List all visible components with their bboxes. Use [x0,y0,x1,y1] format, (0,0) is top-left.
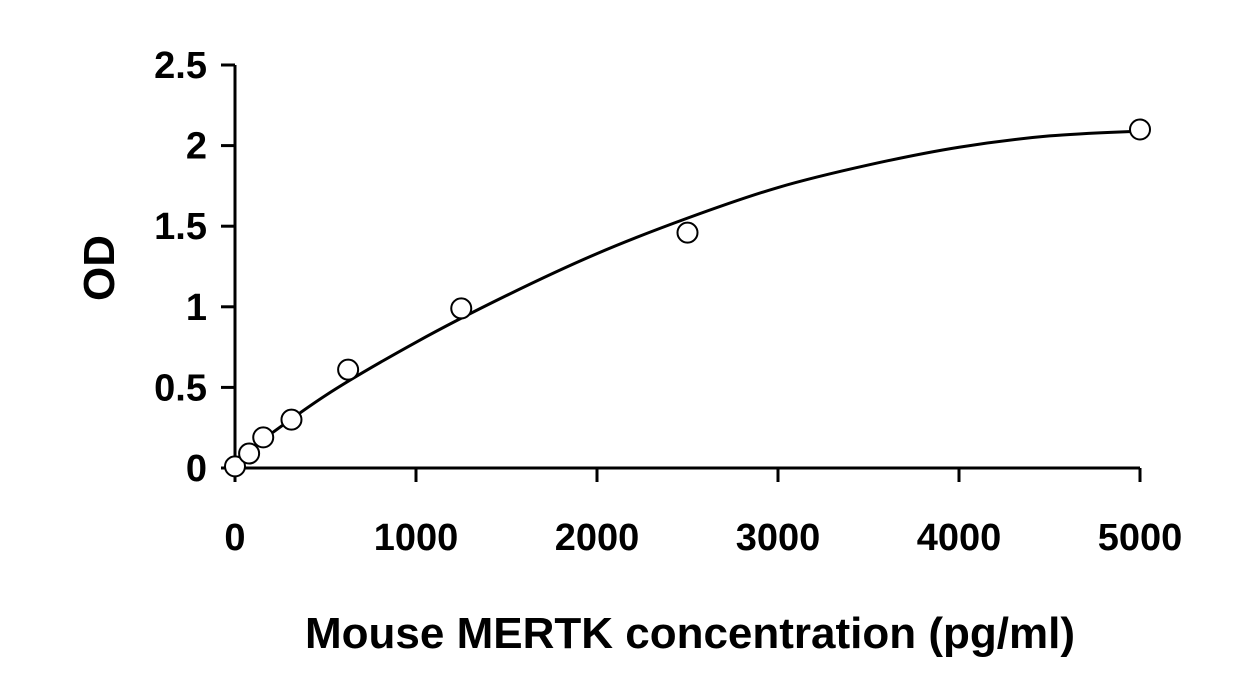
data-point [280,408,303,431]
x-axis-title: Mouse MERTK concentration (pg/ml) [305,609,1075,658]
y-tick-label: 0.5 [154,367,207,409]
data-point [224,455,246,478]
x-tick-label: 2000 [555,517,640,559]
data-point [337,358,360,381]
data-point [1129,118,1151,141]
x-tick-label: 4000 [917,517,1002,559]
y-tick-label: 2.5 [154,45,207,87]
y-axis-title: OD [75,235,124,301]
y-tick-label: 0 [186,448,207,490]
data-point [252,426,275,449]
x-tick-label: 3000 [736,517,821,559]
y-tick-label: 1 [186,287,207,329]
data-points [224,118,1151,478]
fit-curve-layer [234,129,1141,462]
data-point [450,297,473,320]
data-point [238,442,261,465]
y-tick-label: 1.5 [154,206,207,248]
y-tick-label: 2 [186,126,207,168]
ticks: 0 0.5 1 1.5 2 2.5 0 1000 2000 3000 4000 5000 [154,45,1182,559]
axes [233,65,1140,470]
data-point [676,221,699,244]
x-tick-label: 0 [224,517,245,559]
x-tick-label: 5000 [1098,517,1183,559]
x-tick-label: 1000 [374,517,459,559]
fit-curve [234,129,1141,462]
